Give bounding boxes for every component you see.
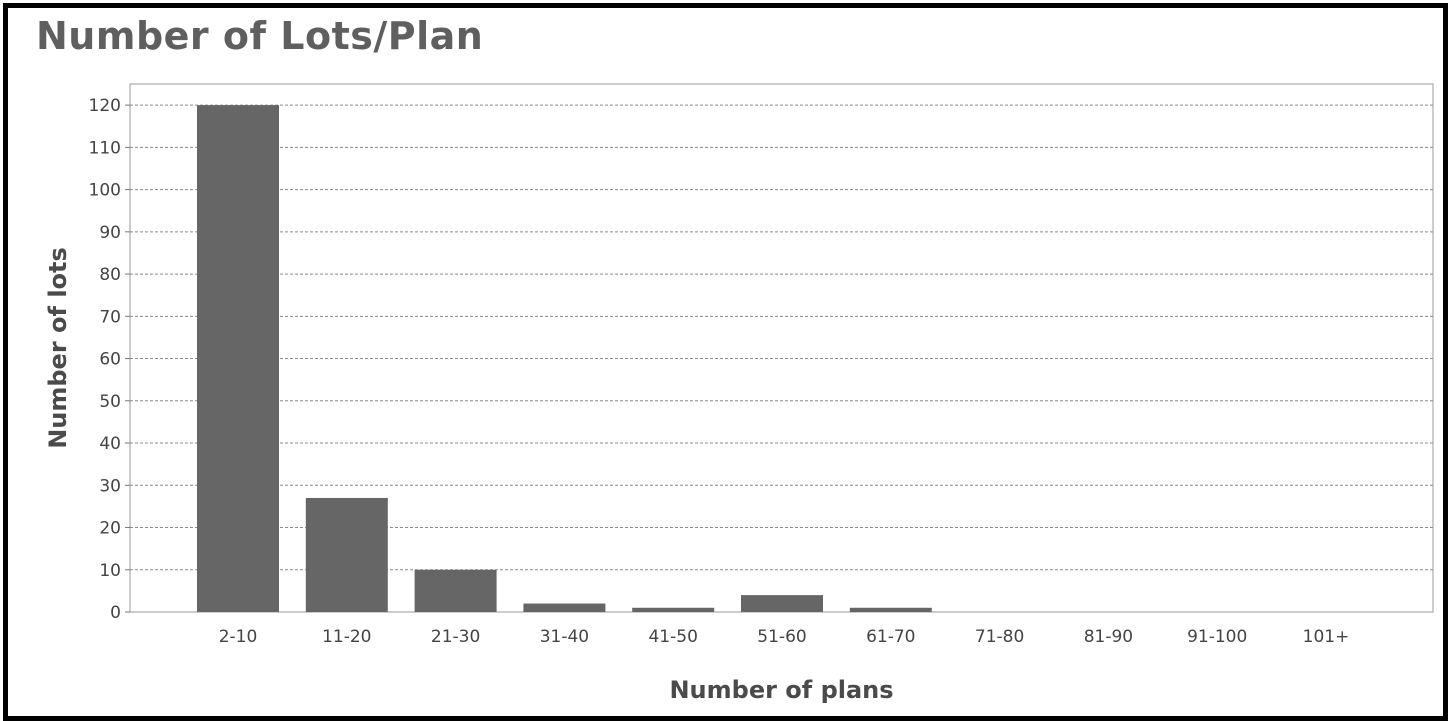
y-tick-label: 120 <box>89 96 121 116</box>
y-axis-label: Number of lots <box>44 247 72 449</box>
x-tick-label: 91-100 <box>1187 627 1247 647</box>
x-tick-label: 61-70 <box>866 627 915 647</box>
bars <box>197 105 932 613</box>
y-tick-label: 90 <box>99 223 121 243</box>
bar-2-10 <box>197 105 279 613</box>
y-tick-label: 20 <box>99 519 121 539</box>
bar-31-40 <box>523 603 606 612</box>
y-tick-label: 0 <box>110 603 121 623</box>
y-tick-label: 70 <box>99 307 121 327</box>
x-tick-label: 11-20 <box>322 627 371 647</box>
y-tick-label: 80 <box>99 265 121 285</box>
x-tick-label: 71-80 <box>975 627 1024 647</box>
x-tick-label: 41-50 <box>648 627 697 647</box>
y-tick-label: 100 <box>89 181 121 201</box>
y-tick-label: 60 <box>99 350 121 370</box>
x-tick-label: 31-40 <box>540 627 589 647</box>
x-axis-ticks: 2-10 11-20 21-30 31-40 41-50 51-60 61-70 71-80 8… <box>219 627 1350 647</box>
y-tick-label: 30 <box>99 476 121 496</box>
y-tick-label: 40 <box>99 434 121 454</box>
y-tick-label: 50 <box>99 392 121 412</box>
y-tick-label: 10 <box>99 561 121 581</box>
chart-title: Number of Lots/Plan <box>36 14 484 58</box>
y-tick-label: 110 <box>89 138 121 158</box>
x-tick-label: 81-90 <box>1084 627 1133 647</box>
bar-11-20 <box>305 497 388 612</box>
y-axis-ticks: 0 10 20 30 40 50 60 70 80 90 100 110 120 <box>89 96 130 623</box>
bar-21-30 <box>414 569 497 612</box>
x-tick-label: 21-30 <box>431 627 480 647</box>
x-axis-label: Number of plans <box>669 676 893 704</box>
bar-51-60 <box>741 595 823 612</box>
bar-41-50 <box>632 607 715 612</box>
gridlines <box>130 104 1433 613</box>
x-tick-label: 2-10 <box>219 627 258 647</box>
bar-61-70 <box>849 607 932 612</box>
x-tick-label: 101+ <box>1303 627 1350 647</box>
x-tick-label: 51-60 <box>757 627 806 647</box>
